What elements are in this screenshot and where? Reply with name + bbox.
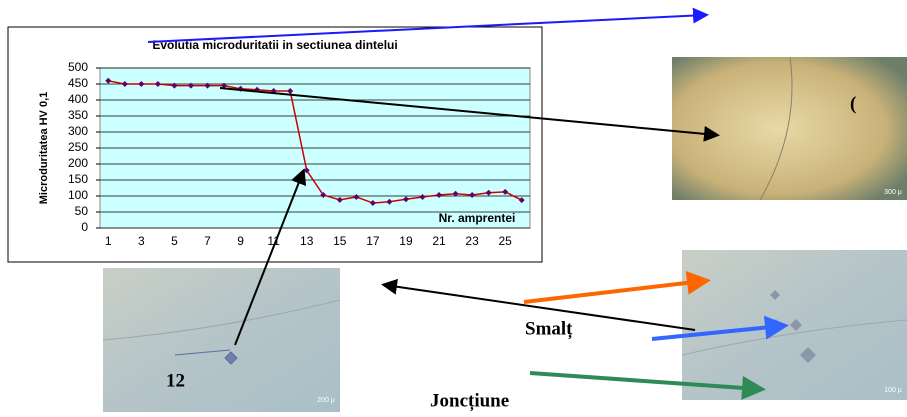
y-tick-label: 150 [68, 172, 88, 186]
x-tick-label: 1 [105, 234, 112, 248]
x-axis-label: Nr. amprentei [439, 211, 516, 225]
y-tick-label: 350 [68, 108, 88, 122]
x-tick-label: 19 [399, 234, 413, 248]
x-tick-label: 23 [465, 234, 479, 248]
x-tick-label: 15 [333, 234, 347, 248]
y-tick-label: 400 [68, 92, 88, 106]
x-tick-label: 7 [204, 234, 211, 248]
figure: Evolutia microduritatii in sectiunea din… [0, 0, 907, 412]
y-tick-label: 300 [68, 124, 88, 138]
y-tick-label: 200 [68, 156, 88, 170]
y-tick-label: 250 [68, 140, 88, 154]
x-tick-label: 13 [300, 234, 314, 248]
micrograph-left [103, 268, 340, 412]
scale-label: 100 µ [884, 387, 902, 394]
x-tick-label: 21 [432, 234, 446, 248]
point-label: 12 [166, 370, 185, 391]
y-tick-label: 100 [68, 188, 88, 202]
x-tick-label: 9 [237, 234, 244, 248]
y-tick-label: 450 [68, 76, 88, 90]
y-tick-label: 50 [75, 204, 89, 218]
scale-label: 300 µ [884, 189, 902, 196]
x-tick-label: 17 [366, 234, 380, 248]
scale-label: 200 µ [317, 397, 335, 404]
x-tick-label: 3 [138, 234, 145, 248]
x-tick-label: 25 [499, 234, 513, 248]
micrograph-mark: ( [850, 93, 856, 114]
micrograph-top [672, 57, 907, 200]
y-tick-label: 500 [68, 60, 88, 74]
y-axis-label: Microduritatea HV 0,1 [38, 92, 50, 204]
arrow [524, 281, 703, 302]
y-tick-label: 0 [81, 220, 88, 234]
label-enamel: Smalț [525, 318, 573, 339]
x-tick-label: 5 [171, 234, 178, 248]
label-junction: Joncțiune [430, 390, 509, 411]
